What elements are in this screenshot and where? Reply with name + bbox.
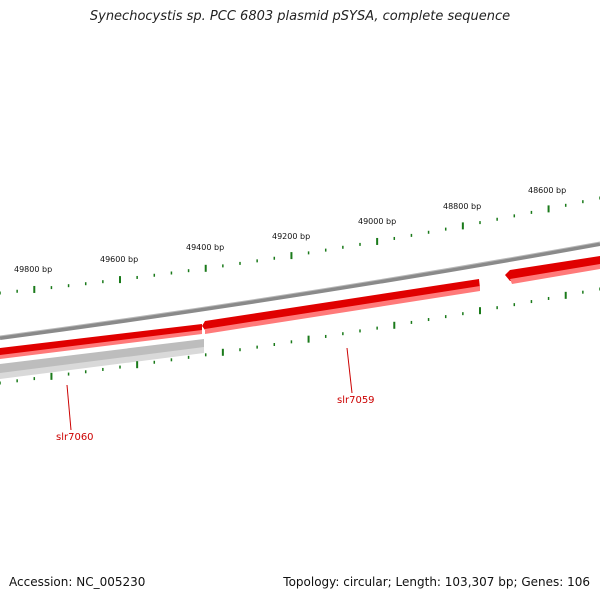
- ruler-label-49600: 49600 bp: [100, 255, 138, 264]
- ruler-label-49800: 49800 bp: [14, 265, 52, 274]
- ruler-label-48800: 48800 bp: [443, 202, 481, 211]
- slr7060-label-line: [66, 384, 72, 431]
- gene-slr7060-forward[interactable]: [0, 324, 202, 359]
- ruler-label-49000: 49000 bp: [358, 217, 396, 226]
- gene-slr7059-arrow[interactable]: [202, 279, 480, 334]
- backbone-line: [0, 242, 600, 340]
- slr7059-label-line: [346, 347, 353, 394]
- gene-label-slr7060[interactable]: slr7060: [56, 432, 94, 443]
- ruler-label-49400: 49400 bp: [186, 243, 224, 252]
- gene-reverse-grey[interactable]: [0, 339, 204, 379]
- gene-right-arrow[interactable]: [505, 256, 600, 284]
- inner-tick-ring: [0, 287, 600, 385]
- outer-tick-ring: [0, 196, 600, 295]
- topology-stats-text: Topology: circular; Length: 103,307 bp; …: [283, 575, 590, 589]
- gene-label-slr7059[interactable]: slr7059: [337, 395, 375, 406]
- accession-text: Accession: NC_005230: [9, 575, 146, 589]
- ruler-labels: 49800 bp 49600 bp 49400 bp 49200 bp 4900…: [14, 186, 566, 274]
- ruler-label-48600: 48600 bp: [528, 186, 566, 195]
- map-title: Synechocystis sp. PCC 6803 plasmid pSYSA…: [89, 9, 511, 24]
- ruler-label-49200: 49200 bp: [272, 232, 310, 241]
